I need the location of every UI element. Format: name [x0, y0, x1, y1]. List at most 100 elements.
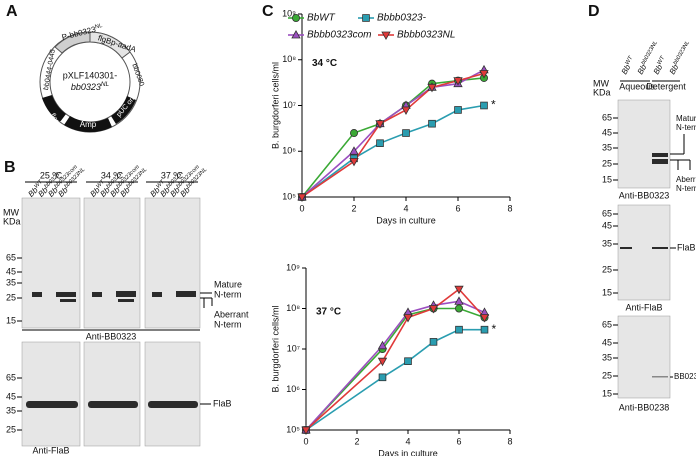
annotation: N-term [676, 123, 696, 132]
data-point [377, 340, 388, 350]
superscript: WT [656, 55, 666, 66]
series-line [301, 104, 485, 198]
x-tick-label: 8 [507, 436, 512, 446]
text-part: Bb [620, 63, 633, 76]
mw-marker: 35 [602, 238, 612, 248]
lane-label: BbWT [651, 55, 669, 76]
legend-marker [381, 31, 391, 41]
band [652, 159, 668, 164]
legend-label: Bbbb0323NL [397, 30, 455, 41]
series-line [305, 300, 485, 431]
data-point [453, 77, 463, 86]
annotation: N-term [214, 319, 242, 329]
data-point [376, 139, 384, 147]
chart-title: 34 °C [312, 58, 337, 69]
x-tick-label: 4 [403, 203, 408, 213]
annotation: N-term [676, 184, 696, 193]
data-point [377, 357, 388, 367]
series-line [305, 328, 485, 431]
superscript: bb0323NL [672, 40, 690, 66]
segment [89, 31, 131, 59]
data-point [301, 426, 311, 436]
mw-marker: 45 [6, 266, 16, 276]
band [56, 292, 76, 297]
y-tick-label: 10⁹ [286, 262, 300, 272]
blot [144, 197, 201, 329]
blot [144, 341, 201, 447]
legend-marker [362, 14, 370, 22]
data-point [454, 285, 464, 295]
plasmid-name: bb0323NL [71, 81, 110, 92]
annotation: * [492, 322, 497, 336]
blot [617, 204, 671, 301]
x-tick-label: 8 [507, 203, 512, 213]
text-part: Bb [652, 63, 665, 76]
x-tick-label: 0 [299, 203, 304, 213]
text-part: bb0323 [71, 82, 101, 92]
segment [111, 96, 136, 124]
band [92, 292, 102, 297]
y-axis-label: B. burgdorferi cells/ml [270, 62, 280, 149]
bands [620, 153, 668, 378]
y-tick-label: 10⁷ [287, 343, 300, 353]
y-tick-label: 10⁶ [286, 384, 300, 394]
mw-marker: 35 [6, 405, 16, 415]
superscript: WT [95, 179, 106, 190]
mw-label: KDa [3, 216, 21, 226]
bands [26, 291, 198, 408]
panel-label: A [6, 3, 18, 20]
data-point [428, 119, 436, 128]
legend-marker [291, 29, 301, 39]
x-axis-label: Days in culture [378, 448, 438, 456]
annotation: * [491, 98, 496, 112]
data-point [454, 296, 464, 305]
data-point [454, 106, 462, 114]
mw-marker: 65 [602, 208, 612, 218]
mw-marker: 45 [602, 337, 612, 347]
plasmid-label: Amp [80, 120, 97, 129]
band [152, 292, 162, 297]
data-point [349, 146, 359, 155]
superscript: NL [101, 81, 110, 88]
band [88, 401, 138, 408]
band [652, 153, 668, 157]
data-point [455, 325, 463, 334]
antibody-label: Anti-FlaB [625, 302, 662, 312]
data-point [403, 314, 413, 323]
x-tick-label: 2 [351, 203, 356, 213]
antibody-label: Anti-FlaB [32, 445, 69, 455]
plasmid-label: bb0444-0445 [43, 49, 57, 91]
series-line [305, 288, 486, 431]
mw-label: KDa [593, 87, 611, 97]
mw-marker: 45 [6, 391, 16, 401]
plasmid-name: pXLF140301- [63, 70, 118, 80]
legend-label: Bbbb0323com [307, 30, 372, 41]
data-point [297, 193, 307, 203]
data-point [427, 83, 437, 93]
blot [21, 197, 81, 329]
annotation: Aberrant [214, 309, 249, 319]
mw-marker: 35 [602, 352, 612, 362]
lane-label: BbWT [619, 55, 637, 76]
y-tick-label: 10⁸ [282, 54, 296, 64]
mw-label: MW [3, 207, 19, 217]
data-point [479, 70, 489, 79]
mw-marker: 15 [602, 287, 612, 297]
mw-marker: 45 [602, 220, 612, 230]
panel-label: D [588, 3, 600, 20]
band-label: FlaB [213, 398, 232, 408]
y-tick-label: 10⁸ [286, 303, 300, 313]
data-point [429, 338, 438, 346]
x-tick-label: 4 [405, 436, 410, 446]
data-point [349, 129, 358, 138]
band [32, 292, 42, 297]
superscript: NL [94, 23, 103, 31]
band [118, 299, 134, 302]
fraction-label: Aqueous [619, 81, 655, 91]
data-point [349, 158, 359, 167]
text-part: Bb [636, 63, 649, 76]
mw-marker: 25 [602, 370, 612, 380]
mw-marker: 15 [602, 174, 612, 184]
x-tick-label: 0 [303, 436, 308, 446]
